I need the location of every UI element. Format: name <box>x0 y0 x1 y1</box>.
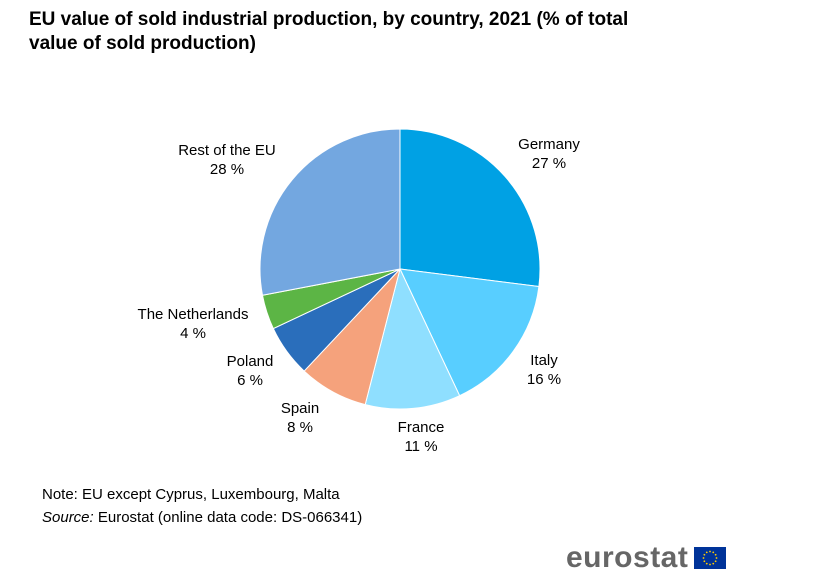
chart-title: EU value of sold industrial production, … <box>29 9 629 54</box>
pie-slice-france <box>364 267 461 410</box>
pie-chart: Germany 27 % Italy 16 % France 11 % Spain 8 % Po… <box>138 128 581 455</box>
slice-label-value: 6 % <box>237 372 263 389</box>
pie-slices <box>259 128 541 410</box>
slice-label-name: Rest of the EU <box>178 142 276 159</box>
slice-label-name: Germany <box>518 136 580 153</box>
eurostat-logo: eurostat <box>566 541 727 574</box>
source-text: Eurostat (online data code: DS-066341) <box>93 509 363 526</box>
slice-label-value: 8 % <box>287 419 313 436</box>
slice-label-name: Spain <box>281 400 319 417</box>
slice-label-name: The Netherlands <box>138 306 249 323</box>
slice-label-value: 11 % <box>404 438 437 455</box>
pie-slice-italy <box>399 268 540 397</box>
slice-labels: Germany 27 % Italy 16 % France 11 % Spain 8 % Po… <box>138 136 581 455</box>
logo-text: eurostat <box>566 541 689 574</box>
slice-label-name: Poland <box>227 353 274 370</box>
pie-slice-rest-of-the-eu <box>259 128 401 296</box>
slice-label-value: 28 % <box>210 161 244 178</box>
slice-label-value: 4 % <box>180 325 206 342</box>
source-label: Source: <box>42 509 94 526</box>
slice-label-name: France <box>398 419 445 436</box>
eu-flag-icon <box>694 547 727 569</box>
slice-label-value: 16 % <box>527 371 561 388</box>
slice-label-name: Italy <box>530 352 558 369</box>
pie-slice-germany <box>399 128 541 288</box>
chart-note: Note: EU except Cyprus, Luxembourg, Malt… <box>42 486 340 503</box>
chart-source: Source: Eurostat (online data code: DS-0… <box>42 507 362 529</box>
slice-label-value: 27 % <box>532 155 566 172</box>
